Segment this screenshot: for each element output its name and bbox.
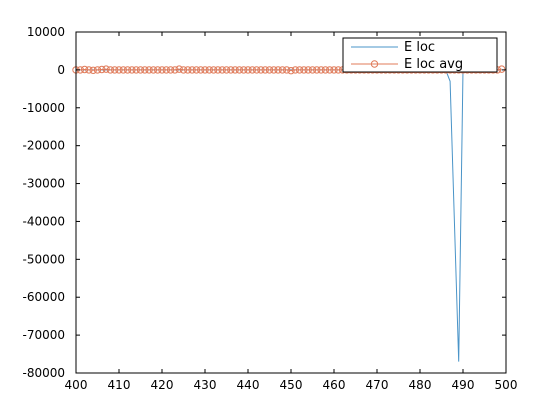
x-tick-label: 450 [280,378,303,392]
series-point [244,66,252,74]
series-point [214,66,222,74]
x-axis: 400 410 420 430 440 450 460 470 480 490 500 [65,32,518,392]
x-tick-label: 470 [366,378,389,392]
x-tick-label: 500 [495,378,518,392]
series-point [252,66,261,74]
series-point [222,66,231,74]
series-point [235,66,244,74]
x-tick-label: 460 [323,378,346,392]
series-point [102,65,110,73]
y-tick-label: 10000 [27,25,65,39]
series-point [240,66,248,74]
series-point [270,66,278,74]
series-point [304,66,312,74]
series-point [326,66,334,74]
series-point [85,66,93,74]
series-point [313,66,321,74]
series-point [227,66,235,74]
series-point [308,66,317,74]
x-tick-label: 410 [108,378,131,392]
series-point [145,66,153,74]
series-point [123,66,132,74]
series-point [209,66,218,74]
x-tick-label: 430 [194,378,217,392]
series-point [166,66,175,74]
series-point [162,66,171,74]
series-point [179,66,188,74]
series-point [317,66,325,74]
legend-marker-e-loc-avg [370,60,379,68]
data-layer [72,65,506,362]
series-point [115,66,123,74]
series-line-0 [76,69,502,362]
y-tick-label: -70000 [22,328,65,342]
series-point [291,66,299,74]
series-point [231,66,239,74]
y-tick-label: -40000 [22,214,65,228]
y-tick-label: -20000 [22,139,65,153]
series-point [132,66,140,74]
x-tick-label: 440 [237,378,260,392]
legend-box [342,37,498,73]
series-point [192,66,201,74]
series-point [136,66,145,74]
y-tick-label: -10000 [22,101,65,115]
series-point [158,66,166,74]
series-point [80,65,89,74]
series-point [197,66,205,74]
series-point [287,66,295,75]
y-tick-label: -80000 [22,366,65,380]
series-point [248,66,257,74]
y-tick-label: -30000 [22,177,65,191]
series-point [295,66,304,74]
y-tick-label: -50000 [22,252,65,266]
series-point [265,66,274,74]
y-tick-label: -60000 [22,290,65,304]
series-point [154,66,162,74]
series-point [93,66,102,74]
series-point [274,66,282,74]
series-point [175,65,183,73]
plot-frame [75,31,507,374]
series-point [321,66,330,74]
series-point [278,66,287,74]
series-point [330,66,338,74]
series-point [334,66,342,74]
x-tick-label: 420 [151,378,174,392]
series-point [111,66,119,74]
series-point [218,66,226,74]
series-point [149,66,158,74]
y-axis: 10000 0 -10000 -20000 -30000 -40000 -50000 -600… [22,25,506,380]
series-point [141,66,149,74]
series-point [128,66,136,74]
series-point [205,66,214,74]
series-point [498,65,506,73]
series-point [106,66,115,74]
series-point [171,66,179,74]
series-point [184,66,192,74]
series-point [283,66,291,74]
series-point [89,66,97,74]
series-point [201,66,209,74]
series-point [188,66,196,74]
x-tick-label: 400 [65,378,88,392]
series-point [257,66,265,74]
x-tick-label: 490 [452,378,475,392]
y-tick-label: 0 [57,63,65,77]
series-point [261,66,269,74]
series-point [98,65,106,74]
legend: E loc E loc avg [342,37,498,73]
series-point [119,66,128,74]
legend-label-e-loc-avg: E loc avg [404,57,463,72]
series-point [300,66,308,74]
x-tick-label: 480 [409,378,432,392]
legend-label-e-loc: E loc [404,40,435,55]
